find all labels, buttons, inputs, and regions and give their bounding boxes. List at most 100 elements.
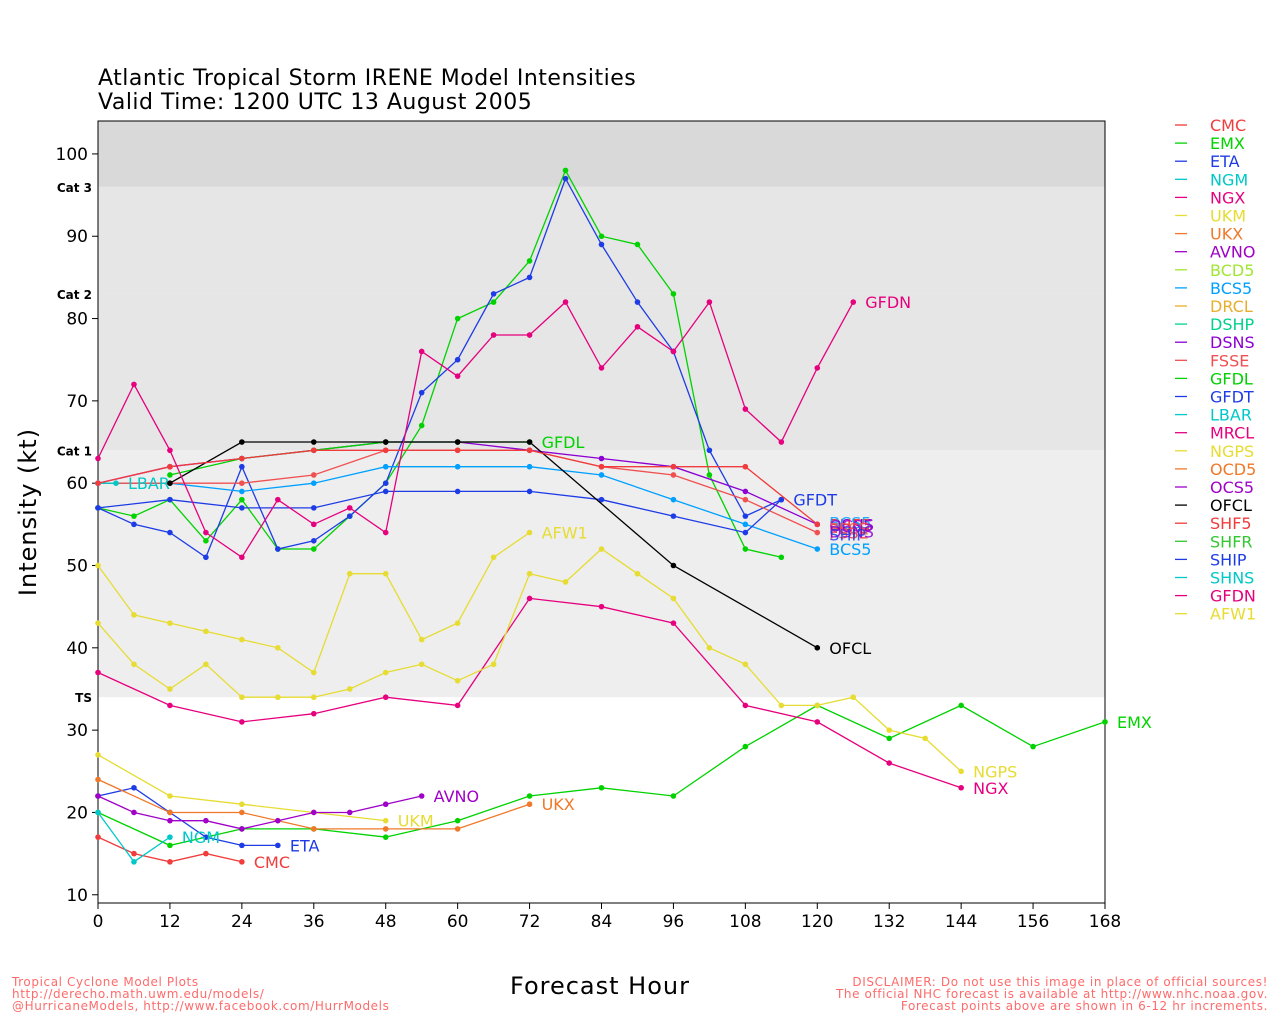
series-point bbox=[311, 546, 317, 552]
series-point bbox=[95, 670, 101, 676]
series-point bbox=[311, 447, 317, 453]
x-tick-label: 12 bbox=[159, 912, 181, 932]
series-point bbox=[455, 678, 461, 684]
series-point bbox=[131, 810, 137, 816]
series-point bbox=[563, 168, 569, 174]
series-point bbox=[527, 439, 533, 445]
series-point bbox=[131, 522, 137, 528]
series-point bbox=[707, 299, 713, 305]
series-point bbox=[563, 299, 569, 305]
series-point bbox=[743, 546, 749, 552]
series-point bbox=[167, 818, 173, 824]
legend-entry: NGPS bbox=[1210, 442, 1254, 461]
series-point bbox=[599, 464, 605, 470]
legend-entry: OFCL bbox=[1210, 496, 1252, 515]
series-line bbox=[98, 705, 1105, 845]
series-point bbox=[95, 563, 101, 569]
legend-entry: MRCL bbox=[1210, 424, 1254, 443]
x-tick-label: 0 bbox=[93, 912, 104, 932]
legend-entry: GFDT bbox=[1210, 388, 1254, 407]
legend-entry: ETA bbox=[1210, 152, 1240, 171]
intensity-band bbox=[98, 450, 1105, 697]
legend-entry: SHFR bbox=[1210, 532, 1253, 551]
series-point bbox=[239, 464, 245, 470]
series-point bbox=[167, 843, 173, 849]
y-axis-label: Intensity (kt) bbox=[14, 428, 42, 596]
series-point bbox=[239, 439, 245, 445]
series-point bbox=[814, 365, 820, 371]
footer-credit-line: @HurricaneModels, http://www.facebook.co… bbox=[12, 1000, 389, 1012]
series-point bbox=[599, 242, 605, 248]
band-label: Cat 3 bbox=[57, 181, 92, 195]
series-point bbox=[167, 447, 173, 453]
series-point bbox=[275, 645, 281, 651]
y-tick-label: 50 bbox=[66, 557, 88, 577]
series-point bbox=[95, 620, 101, 626]
series-point bbox=[383, 489, 389, 495]
series-point bbox=[527, 489, 533, 495]
series-point bbox=[671, 563, 677, 569]
series-point bbox=[491, 332, 497, 338]
y-tick-label: 80 bbox=[66, 310, 88, 330]
series-point bbox=[671, 349, 677, 355]
series-point bbox=[311, 670, 317, 676]
series-point bbox=[419, 390, 425, 396]
series-point bbox=[95, 480, 101, 486]
legend-entry: DSHP bbox=[1210, 315, 1255, 334]
x-tick-label: 60 bbox=[447, 912, 469, 932]
series-point bbox=[95, 456, 101, 462]
series-point bbox=[311, 711, 317, 717]
series-point bbox=[527, 596, 533, 602]
intensity-band bbox=[98, 294, 1105, 450]
series-point bbox=[383, 464, 389, 470]
series-point bbox=[599, 604, 605, 610]
series-point bbox=[599, 365, 605, 371]
x-tick-label: 156 bbox=[1017, 912, 1049, 932]
band-label: Cat 1 bbox=[57, 444, 92, 458]
y-tick-label: 20 bbox=[66, 803, 88, 823]
legend-entry: UKX bbox=[1210, 225, 1243, 244]
band-label: TS bbox=[75, 691, 92, 705]
legend-entry: SHNS bbox=[1210, 569, 1254, 588]
series-point bbox=[131, 382, 137, 388]
legend-entry: OCD5 bbox=[1210, 460, 1256, 479]
series-point bbox=[527, 447, 533, 453]
series-point bbox=[311, 505, 317, 511]
series-point bbox=[311, 538, 317, 544]
series-point bbox=[527, 530, 533, 536]
series-point bbox=[239, 826, 245, 832]
legend-entry: OCS5 bbox=[1210, 478, 1254, 497]
series-point bbox=[275, 818, 281, 824]
series-point bbox=[383, 439, 389, 445]
series-end-label: ETA bbox=[290, 836, 320, 855]
series-point bbox=[491, 661, 497, 667]
y-tick-label: 90 bbox=[66, 227, 88, 247]
x-tick-label: 72 bbox=[519, 912, 541, 932]
series-point bbox=[239, 505, 245, 511]
series-point bbox=[419, 349, 425, 355]
disclaimer-line: Forecast points above are shown in 6-12 … bbox=[836, 1000, 1268, 1012]
series-point bbox=[707, 645, 713, 651]
series-point bbox=[563, 176, 569, 182]
series-end-label: NGPS bbox=[973, 762, 1017, 781]
series-point bbox=[383, 801, 389, 807]
series-point bbox=[311, 826, 317, 832]
legend-entry: EMX bbox=[1210, 134, 1245, 153]
x-tick-label: 36 bbox=[303, 912, 325, 932]
series-point bbox=[455, 316, 461, 322]
series-point bbox=[635, 242, 641, 248]
series-point bbox=[383, 530, 389, 536]
series-point bbox=[203, 530, 209, 536]
legend-entry: SHIP bbox=[1210, 550, 1247, 569]
series-point bbox=[167, 480, 173, 486]
series-line bbox=[98, 796, 422, 829]
series-point bbox=[131, 785, 137, 791]
series-point bbox=[707, 447, 713, 453]
series-point bbox=[850, 694, 856, 700]
series-point bbox=[131, 612, 137, 618]
legend-entry: FSSE bbox=[1210, 351, 1249, 370]
x-tick-label: 96 bbox=[663, 912, 685, 932]
series-point bbox=[95, 810, 101, 816]
series-point bbox=[455, 447, 461, 453]
series-end-label: UKX bbox=[542, 795, 575, 814]
